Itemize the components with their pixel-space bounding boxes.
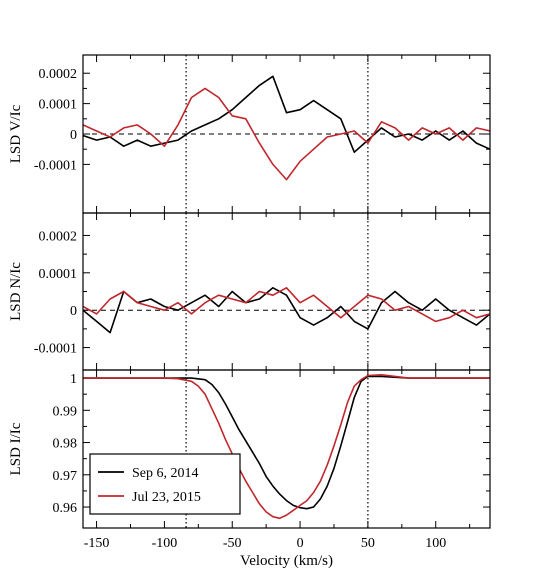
series-N-sep-2014	[83, 287, 490, 334]
series-I-jul-2015	[83, 374, 490, 520]
y-tick-label: 0.0002	[39, 67, 78, 82]
y-tick-label: -0.0001	[34, 342, 77, 357]
legend-box	[89, 453, 241, 515]
x-tick-label: -50	[223, 536, 242, 551]
y-tick-label: 1	[70, 372, 77, 387]
legend-label: Jul 23, 2015	[132, 490, 201, 505]
panel-V-ylabel: LSD V/Ic	[8, 104, 24, 163]
series-N-jul-2015	[83, 287, 490, 323]
series-V-sep-2014	[83, 75, 490, 153]
panel-I-frame	[82, 369, 491, 529]
panel-N-frame	[82, 212, 491, 371]
y-tick-label: 0	[70, 304, 77, 319]
y-tick-label: 0	[70, 128, 77, 143]
panel-I-ylabel: LSD I/Ic	[8, 422, 24, 475]
panel-N-ylabel: LSD N/Ic	[8, 262, 24, 321]
y-tick-label: 0.0001	[39, 98, 78, 113]
series-V-jul-2015	[83, 87, 490, 181]
legend-label: Sep 6, 2014	[132, 466, 199, 481]
x-tick-label: 100	[425, 536, 446, 551]
y-tick-label: 0.98	[53, 437, 78, 452]
y-tick-label: 0.97	[53, 469, 78, 484]
y-tick-label: 0.96	[53, 501, 78, 516]
y-tick-label: 0.0001	[39, 267, 78, 282]
x-tick-label: -100	[152, 536, 178, 551]
x-tick-label: -150	[84, 536, 110, 551]
y-tick-label: 0.0002	[39, 229, 78, 244]
x-axis-label: Velocity (km/s)	[240, 553, 333, 569]
y-tick-label: 0.99	[53, 404, 78, 419]
series-I-sep-2014	[83, 375, 490, 510]
y-tick-label: -0.0001	[34, 158, 77, 173]
x-tick-label: 50	[361, 536, 375, 551]
x-tick-label: 0	[297, 536, 304, 551]
